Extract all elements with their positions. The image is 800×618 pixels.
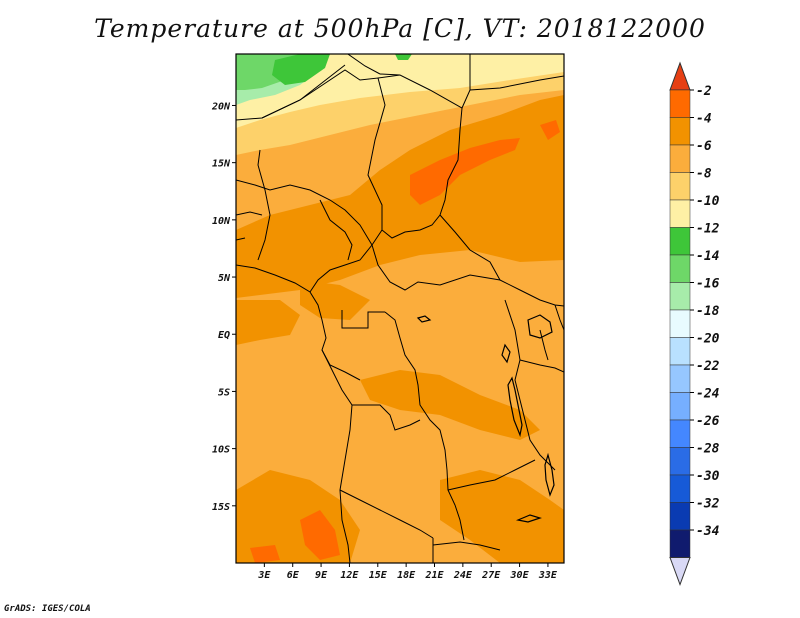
colorbar-swatch [669, 172, 691, 201]
colorbar-swatch [669, 502, 691, 531]
lat-tick-label: 15N [212, 159, 231, 170]
colorbar-label: -6 [696, 139, 712, 154]
chart-title: Temperature at 500hPa [C], VT: 201812200… [94, 14, 706, 43]
colorbar-swatch [669, 364, 691, 393]
zone-minus2-namibia [300, 510, 340, 560]
colorbar-label: -12 [696, 222, 720, 237]
lat-tick-label: 10S [212, 445, 230, 456]
colorbar-label: -24 [696, 387, 720, 402]
lat-tick-label: 20N [211, 101, 231, 112]
colorbar-label: -16 [696, 277, 720, 292]
lake-tanganyika [507, 376, 523, 438]
colorbar-label: -28 [696, 442, 720, 457]
lat-tick-label: 5S [218, 387, 230, 398]
grads-credit: GrADS: IGES/COLA [4, 604, 91, 614]
lakes [416, 314, 555, 523]
zone-minus12-north [395, 54, 412, 60]
lat-tick-label: 5N [218, 273, 231, 284]
lat-tick-label: 15S [212, 502, 230, 513]
colorbar-label: -14 [696, 249, 720, 264]
colorbar: -2 -4 -6 -8 -10 -12 -14 -16 -18 -20 -22 -24 -26 -28 -3… [669, 61, 720, 586]
colorbar-swatch [669, 89, 691, 118]
zone-minus4-gulf [236, 300, 300, 345]
zone-minus4-congo [360, 370, 540, 440]
colorbar-label: -30 [696, 469, 720, 484]
lon-tick-label: 15E [369, 570, 388, 581]
country-borders [236, 54, 564, 563]
lake-small [416, 315, 432, 323]
colorbar-label: -32 [696, 497, 720, 512]
colorbar-swatch [669, 529, 691, 558]
lon-tick-label: 6E [287, 570, 300, 581]
colorbar-label: -34 [696, 524, 720, 539]
lat-tick-label: EQ [218, 330, 230, 341]
lat-tick-label: 10N [212, 216, 231, 227]
lon-tick-label: 24E [453, 570, 473, 581]
colorbar-swatch [669, 447, 691, 476]
lake-victoria [527, 314, 553, 339]
zone-minus4-southeast [440, 470, 564, 563]
colorbar-label: -4 [696, 112, 712, 127]
colorbar-label: -18 [696, 304, 720, 319]
colorbar-bottom-arrow [669, 557, 691, 586]
lon-tick-label: 12E [340, 570, 359, 581]
colorbar-swatch [669, 392, 691, 421]
zone-minus2-sudan [540, 120, 560, 140]
colorbar-label: -8 [696, 167, 712, 182]
colorbar-swatch [669, 337, 691, 366]
lon-tick-label: 18E [397, 570, 416, 581]
colorbar-top-arrow [669, 61, 691, 91]
latitude-axis: 20N 15N 10N 5N EQ 5S 10S 15S [211, 101, 236, 513]
colorbar-swatch [669, 227, 691, 256]
colorbar-swatch [669, 309, 691, 338]
lon-tick-label: 33E [538, 570, 558, 581]
colorbar-label: -2 [696, 84, 712, 99]
lake-kivu [501, 343, 511, 364]
lake-kariba [515, 514, 542, 523]
zone-minus2-chad [410, 138, 520, 205]
colorbar-label: -10 [696, 194, 720, 209]
lon-tick-label: 27E [481, 570, 501, 581]
lon-tick-label: 9E [315, 570, 328, 581]
lake-malawi [544, 452, 555, 497]
colorbar-swatch [669, 144, 691, 173]
lon-tick-label: 3E [257, 570, 271, 581]
longitude-axis: 3E 6E 9E 12E 15E 18E 21E 24E 27E 30E 33E [257, 563, 558, 581]
temperature-field [236, 54, 564, 563]
colorbar-swatch [669, 419, 691, 448]
colorbar-swatch [669, 474, 691, 503]
lon-tick-label: 30E [510, 570, 530, 581]
colorbar-label: -20 [696, 332, 720, 347]
zone-minus2-coast [250, 545, 280, 563]
colorbar-label: -22 [696, 359, 720, 374]
colorbar-swatch [669, 199, 691, 228]
zone-minus4-cameroon [300, 280, 370, 320]
zone-minus12-nw [272, 54, 330, 85]
colorbar-swatch [669, 117, 691, 146]
map-frame [235, 53, 565, 564]
lon-tick-label: 21E [424, 570, 444, 581]
colorbar-label: -26 [696, 414, 720, 429]
colorbar-swatch [669, 254, 691, 283]
colorbar-swatch [669, 282, 691, 311]
